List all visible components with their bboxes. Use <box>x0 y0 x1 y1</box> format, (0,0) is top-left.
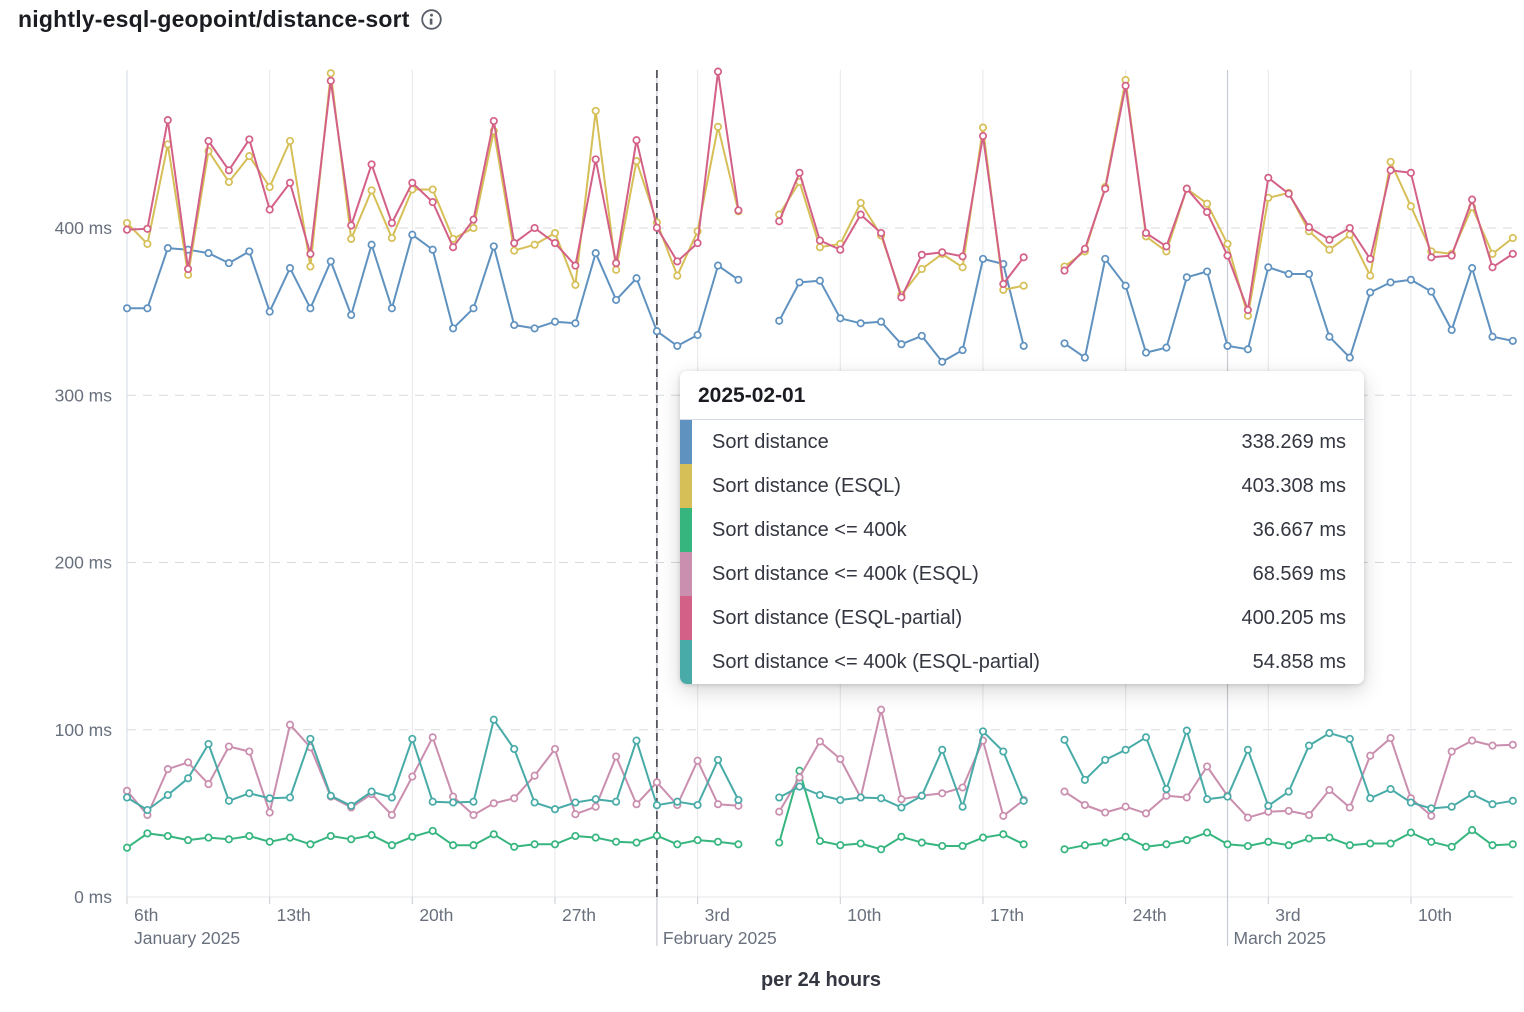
chart-header: nightly-esql-geopoint/distance-sort <box>18 6 443 33</box>
svg-text:March 2025: March 2025 <box>1234 928 1326 948</box>
chart-title: nightly-esql-geopoint/distance-sort <box>18 6 410 32</box>
series-value: 403.308 ms <box>1241 474 1346 497</box>
svg-text:6th: 6th <box>134 905 158 925</box>
svg-text:24th: 24th <box>1133 905 1167 925</box>
series-label: Sort distance (ESQL-partial) <box>712 606 963 629</box>
svg-text:17th: 17th <box>990 905 1024 925</box>
svg-text:February 2025: February 2025 <box>663 928 777 948</box>
series-value: 400.205 ms <box>1241 606 1346 629</box>
svg-text:400 ms: 400 ms <box>55 218 113 238</box>
series-swatch <box>680 508 692 552</box>
series-swatch <box>680 640 692 684</box>
svg-text:20th: 20th <box>419 905 453 925</box>
svg-text:10th: 10th <box>847 905 881 925</box>
tooltip-row: Sort distance <= 400k (ESQL) 68.569 ms <box>680 552 1364 596</box>
series-swatch <box>680 464 692 508</box>
svg-text:100 ms: 100 ms <box>55 720 113 740</box>
tooltip-row: Sort distance 338.269 ms <box>680 420 1364 464</box>
series-value: 54.858 ms <box>1252 650 1346 673</box>
svg-text:0 ms: 0 ms <box>74 887 112 907</box>
series-value: 338.269 ms <box>1241 430 1346 453</box>
series-label: Sort distance <box>712 430 829 453</box>
series-swatch <box>680 596 692 640</box>
series-label: Sort distance (ESQL) <box>712 474 901 497</box>
chart-tooltip: 2025-02-01 Sort distance 338.269 ms Sort… <box>680 371 1364 684</box>
series-value: 68.569 ms <box>1252 562 1346 585</box>
svg-text:13th: 13th <box>277 905 311 925</box>
svg-text:3rd: 3rd <box>705 905 730 925</box>
series-label: Sort distance <= 400k (ESQL-partial) <box>712 650 1040 673</box>
svg-text:3rd: 3rd <box>1275 905 1300 925</box>
series-label: Sort distance <= 400k (ESQL) <box>712 562 979 585</box>
x-axis-unit-label: per 24 hours <box>760 969 882 991</box>
svg-text:January 2025: January 2025 <box>134 928 240 948</box>
svg-text:10th: 10th <box>1418 905 1452 925</box>
series-swatch <box>680 552 692 596</box>
svg-text:27th: 27th <box>562 905 596 925</box>
svg-text:200 ms: 200 ms <box>55 553 113 573</box>
info-icon[interactable] <box>420 8 443 31</box>
svg-text:300 ms: 300 ms <box>55 385 113 405</box>
tooltip-row: Sort distance <= 400k 36.667 ms <box>680 508 1364 552</box>
tooltip-row: Sort distance <= 400k (ESQL-partial) 54.… <box>680 640 1364 684</box>
tooltip-date: 2025-02-01 <box>698 384 806 407</box>
series-value: 36.667 ms <box>1252 518 1346 541</box>
tooltip-row: Sort distance (ESQL) 403.308 ms <box>680 464 1364 508</box>
tooltip-divider <box>680 419 1364 420</box>
series-swatch <box>680 420 692 464</box>
tooltip-row: Sort distance (ESQL-partial) 400.205 ms <box>680 596 1364 640</box>
series-label: Sort distance <= 400k <box>712 518 907 541</box>
tooltip-rows: Sort distance 338.269 ms Sort distance (… <box>680 420 1364 684</box>
